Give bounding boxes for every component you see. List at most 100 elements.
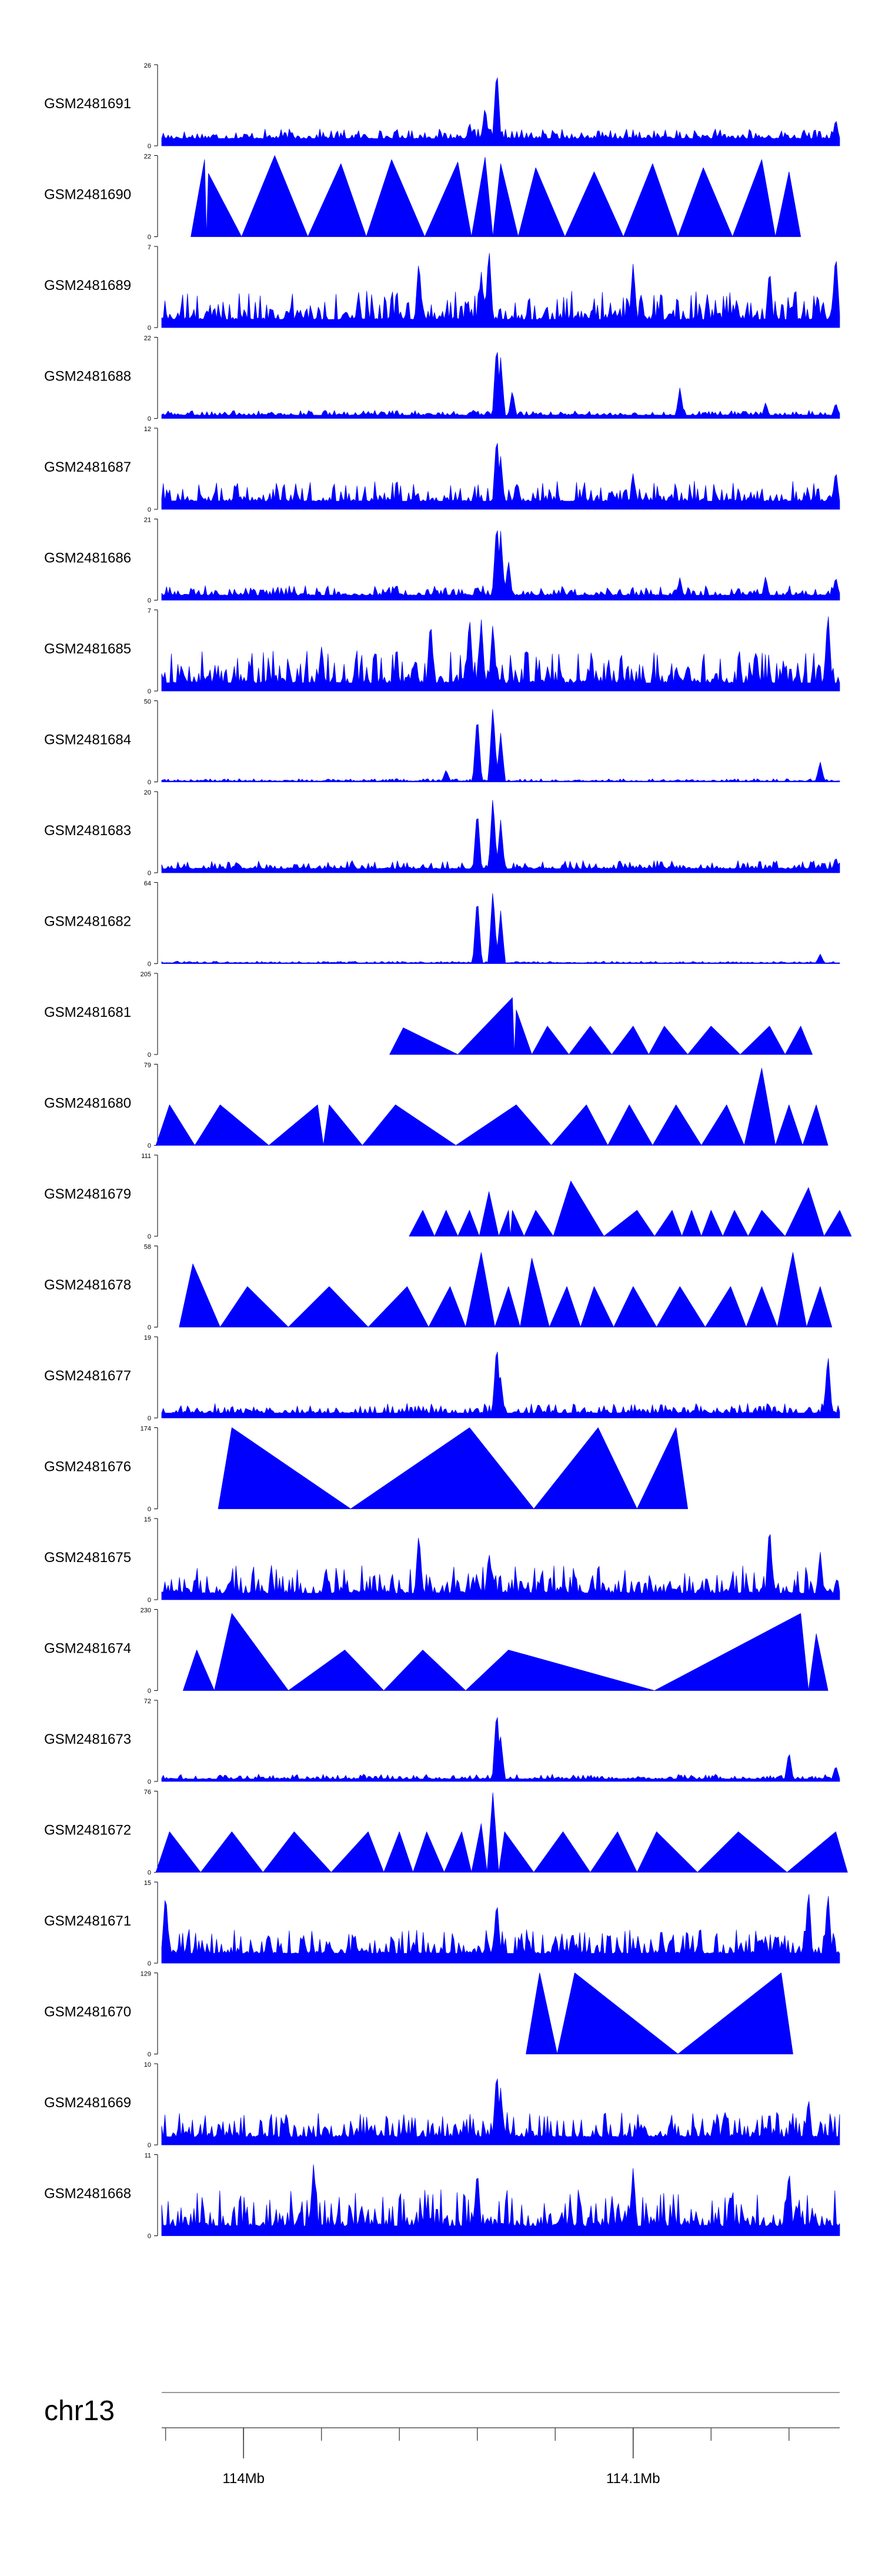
genome-axis: chr13 114Mb 114.1Mb bbox=[44, 2392, 840, 2487]
track-ymin-label: 0 bbox=[148, 325, 151, 332]
track-signal bbox=[161, 709, 840, 782]
track-signal bbox=[191, 155, 801, 237]
track-label: GSM2481668 bbox=[44, 2186, 131, 2202]
track-signal bbox=[161, 616, 840, 692]
track-ymin-label: 0 bbox=[148, 870, 151, 877]
track-ymin-label: 0 bbox=[148, 2233, 151, 2240]
track-GSM2481679: GSM2481679 111 0 bbox=[44, 1153, 852, 1240]
track-ymin-label: 0 bbox=[148, 2142, 151, 2149]
track-ymax-label: 11 bbox=[145, 2153, 151, 2160]
track-signal bbox=[409, 1180, 852, 1237]
track-ymax-label: 12 bbox=[144, 426, 151, 433]
track-GSM2481685: GSM2481685 7 0 bbox=[44, 608, 840, 695]
track-GSM2481672: GSM2481672 76 0 bbox=[44, 1789, 848, 1877]
track-ymin-label: 0 bbox=[148, 2051, 151, 2058]
track-GSM2481682: GSM2481682 64 0 bbox=[44, 880, 840, 968]
track-signal bbox=[155, 1068, 828, 1146]
track-ymax-label: 79 bbox=[144, 1062, 151, 1069]
track-ymin-label: 0 bbox=[148, 1143, 151, 1150]
track-signal bbox=[161, 2164, 840, 2236]
track-GSM2481671: GSM2481671 15 0 bbox=[44, 1880, 840, 1967]
track-ymax-label: 111 bbox=[141, 1153, 151, 1160]
track-label: GSM2481671 bbox=[44, 1913, 131, 1929]
track-ymin-label: 0 bbox=[148, 1960, 151, 1967]
track-label: GSM2481682 bbox=[44, 914, 131, 930]
track-ymin-label: 0 bbox=[148, 506, 151, 513]
track-GSM2481676: GSM2481676 174 0 bbox=[44, 1426, 688, 1513]
track-GSM2481670: GSM2481670 129 0 bbox=[44, 1971, 793, 2058]
track-GSM2481678: GSM2481678 58 0 bbox=[44, 1244, 833, 1332]
track-ymax-label: 15 bbox=[144, 1516, 151, 1523]
track-ymax-label: 174 bbox=[141, 1426, 151, 1433]
track-ymin-label: 0 bbox=[148, 779, 151, 786]
track-GSM2481673: GSM2481673 72 0 bbox=[44, 1698, 840, 1786]
track-label: GSM2481678 bbox=[44, 1277, 131, 1293]
track-label: GSM2481673 bbox=[44, 1731, 131, 1747]
track-GSM2481690: GSM2481690 22 0 bbox=[44, 154, 801, 241]
track-ymax-label: 22 bbox=[144, 335, 151, 342]
track-ymin-label: 0 bbox=[148, 1778, 151, 1786]
track-signal bbox=[526, 1973, 793, 2054]
track-ymin-label: 0 bbox=[148, 598, 151, 605]
track-GSM2481677: GSM2481677 19 0 bbox=[44, 1334, 840, 1422]
track-signal bbox=[161, 1352, 840, 1419]
track-GSM2481691: GSM2481691 26 0 bbox=[44, 62, 840, 150]
track-ymin-label: 0 bbox=[148, 1233, 151, 1240]
track-signal bbox=[179, 1252, 833, 1327]
track-label: GSM2481690 bbox=[44, 187, 131, 203]
track-ymin-label: 0 bbox=[148, 1324, 151, 1332]
track-label: GSM2481684 bbox=[44, 732, 131, 748]
track-label: GSM2481680 bbox=[44, 1096, 131, 1112]
track-signal bbox=[161, 443, 840, 510]
track-label: GSM2481681 bbox=[44, 1005, 131, 1020]
track-signal bbox=[389, 997, 813, 1055]
track-label: GSM2481679 bbox=[44, 1186, 131, 1202]
track-ymax-label: 58 bbox=[144, 1244, 151, 1251]
track-ymax-label: 21 bbox=[144, 517, 151, 524]
track-ymin-label: 0 bbox=[148, 1870, 151, 1877]
track-GSM2481675: GSM2481675 15 0 bbox=[44, 1516, 840, 1604]
track-GSM2481683: GSM2481683 20 0 bbox=[44, 789, 840, 877]
track-label: GSM2481686 bbox=[44, 550, 131, 566]
track-ymax-label: 7 bbox=[148, 608, 151, 615]
track-label: GSM2481675 bbox=[44, 1550, 131, 1566]
track-ymin-label: 0 bbox=[148, 1415, 151, 1422]
tracks-group: GSM2481691260GSM2481690220GSM248168970GS… bbox=[44, 62, 852, 2240]
track-label: GSM2481670 bbox=[44, 2004, 131, 2020]
track-ymax-label: 76 bbox=[144, 1789, 151, 1796]
track-ymax-label: 72 bbox=[144, 1698, 151, 1705]
track-GSM2481668: GSM2481668 11 0 bbox=[44, 2153, 840, 2240]
track-label: GSM2481683 bbox=[44, 823, 131, 839]
track-signal bbox=[161, 800, 840, 873]
track-label: GSM2481691 bbox=[44, 96, 131, 112]
track-signal bbox=[183, 1613, 828, 1691]
track-ymin-label: 0 bbox=[148, 688, 151, 695]
track-ymax-label: 129 bbox=[141, 1971, 151, 1978]
track-ymax-label: 26 bbox=[144, 62, 151, 69]
track-signal bbox=[161, 77, 840, 146]
track-label: GSM2481685 bbox=[44, 641, 131, 657]
track-signal bbox=[161, 530, 840, 600]
track-ymax-label: 10 bbox=[144, 2061, 151, 2068]
track-signal bbox=[218, 1427, 688, 1509]
track-ymax-label: 205 bbox=[141, 971, 151, 978]
track-signal bbox=[161, 1534, 840, 1600]
track-ymin-label: 0 bbox=[148, 1506, 151, 1513]
track-ymin-label: 0 bbox=[148, 1597, 151, 1604]
track-ymax-label: 230 bbox=[141, 1607, 151, 1614]
track-label: GSM2481672 bbox=[44, 1823, 131, 1838]
track-label: GSM2481674 bbox=[44, 1641, 131, 1657]
track-label: GSM2481688 bbox=[44, 369, 131, 385]
track-ymin-label: 0 bbox=[148, 234, 151, 241]
track-GSM2481689: GSM2481689 7 0 bbox=[44, 244, 840, 332]
track-ymin-label: 0 bbox=[148, 416, 151, 423]
track-signal bbox=[155, 1792, 848, 1873]
track-GSM2481684: GSM2481684 50 0 bbox=[44, 699, 840, 786]
track-GSM2481674: GSM2481674 230 0 bbox=[44, 1607, 828, 1695]
track-ymin-label: 0 bbox=[148, 1052, 151, 1059]
track-GSM2481681: GSM2481681 205 0 bbox=[44, 971, 813, 1059]
track-signal bbox=[161, 253, 840, 328]
track-label: GSM2481677 bbox=[44, 1368, 131, 1384]
track-ymax-label: 22 bbox=[144, 154, 151, 161]
